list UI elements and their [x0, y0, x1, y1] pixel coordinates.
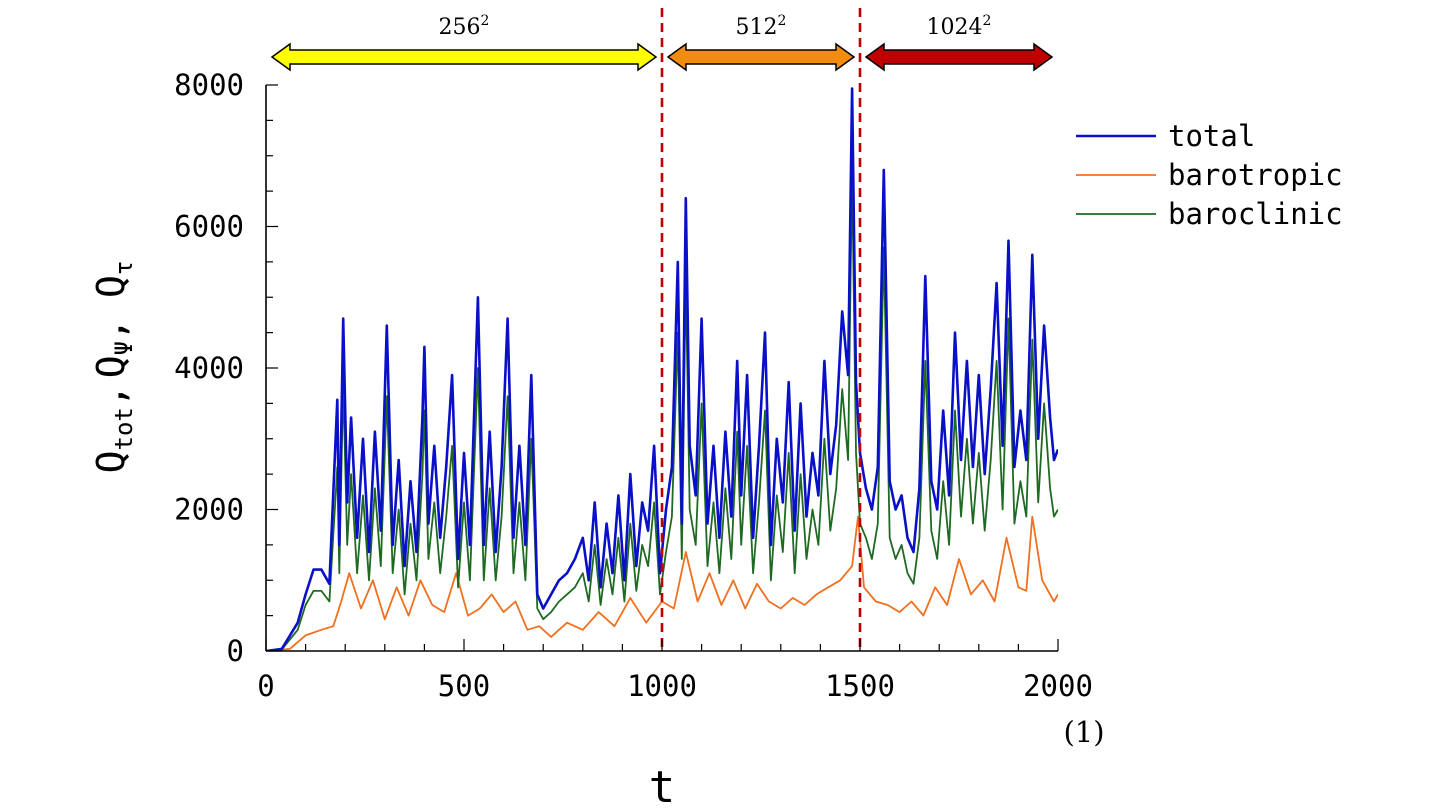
y-axis-title-sub1: tot: [110, 407, 138, 450]
x-tick-label: 1000: [627, 669, 697, 703]
x-tick-label: 1500: [825, 669, 895, 703]
y-tick-label: 0: [227, 634, 244, 668]
y-tick-label: 4000: [174, 351, 244, 385]
y-axis-title-comma1: ,: [89, 384, 133, 407]
legend-label-barotropic: barotropic: [1168, 158, 1343, 192]
resolution-label-256: 2562: [439, 13, 490, 40]
y-axis-title-q1: Q: [89, 450, 133, 473]
x-tick-label: 0: [257, 669, 274, 703]
figure-note: (1): [1063, 715, 1104, 749]
series-line-baroclinic: [266, 168, 1058, 651]
resolution-arrow-256: [270, 42, 658, 72]
y-axis-title-sub3: τ: [110, 261, 138, 275]
y-axis-title-sub2: Ψ: [110, 341, 138, 355]
y-tick-label: 2000: [174, 493, 244, 527]
legend-label-baroclinic: baroclinic: [1168, 197, 1343, 231]
y-axis-title-comma2: ,: [89, 318, 133, 341]
y-tick-label: 6000: [174, 210, 244, 244]
series-line-barotropic: [266, 515, 1058, 651]
y-axis-title: Qtot,QΨ,Qτ: [89, 261, 138, 474]
legend: total barotropic baroclinic: [1076, 119, 1343, 231]
x-tick-label: 500: [438, 669, 490, 703]
resolution-arrows: 2562 5122 10242: [270, 13, 1054, 72]
resolution-arrow-1024: [864, 42, 1054, 72]
resolution-label-512: 5122: [736, 13, 787, 40]
series-layer: [266, 87, 1058, 651]
legend-label-total: total: [1168, 119, 1255, 153]
y-axis-title-q2: Q: [89, 355, 133, 378]
series-line-total: [266, 87, 1058, 651]
y-axis-title-q3: Q: [89, 275, 133, 298]
resolution-arrow-512: [666, 42, 856, 72]
axes: 0 2000 4000 6000 8000 0 500 1000 1500 2000: [174, 68, 1093, 703]
x-axis-title: t: [649, 762, 676, 810]
x-tick-label: 2000: [1023, 669, 1093, 703]
resolution-dividers: [660, 8, 862, 651]
y-tick-label: 8000: [174, 68, 244, 102]
resolution-label-1024: 10242: [927, 13, 992, 40]
